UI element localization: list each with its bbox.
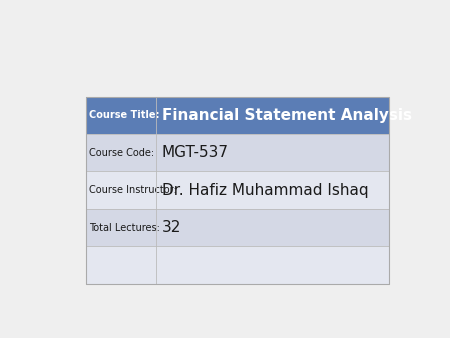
Bar (86, 134, 156, 171)
Text: Course Code:: Course Code: (90, 148, 154, 158)
Text: MGT-537: MGT-537 (162, 145, 229, 160)
Bar (86, 171, 156, 209)
Bar (156, 97, 389, 134)
Bar (156, 209, 389, 246)
Bar (156, 171, 389, 209)
Bar (156, 134, 389, 171)
Text: Total Lectures:: Total Lectures: (90, 223, 160, 233)
Bar (86, 97, 156, 134)
Bar (86, 246, 156, 284)
Bar (86, 209, 156, 246)
Text: Course Title:: Course Title: (90, 110, 160, 120)
Text: Financial Statement Analysis: Financial Statement Analysis (162, 108, 412, 123)
Bar (156, 246, 389, 284)
Bar (86, 97, 389, 284)
Text: 32: 32 (162, 220, 181, 235)
Text: Course Instructor:: Course Instructor: (90, 185, 177, 195)
Text: Dr. Hafiz Muhammad Ishaq: Dr. Hafiz Muhammad Ishaq (162, 183, 369, 198)
